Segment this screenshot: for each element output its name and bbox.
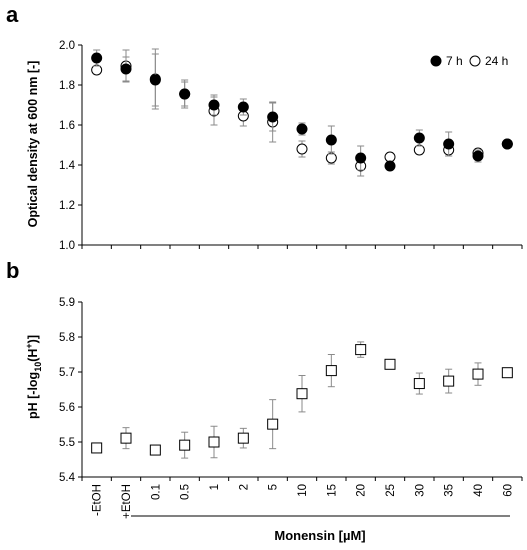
x-tick-label: 0.5 — [180, 484, 192, 500]
legend-label-7h: 7 h — [446, 54, 463, 68]
y-tick-label: 1.2 — [59, 200, 75, 212]
data-point-7h — [237, 101, 249, 113]
data-point-ph — [120, 432, 132, 444]
x-tick-label: 2 — [238, 484, 250, 490]
x-tick-label: -EtOH — [92, 484, 104, 516]
y-tick-label: 5.7 — [59, 367, 75, 379]
data-point-ph — [325, 365, 337, 377]
data-point-7h — [501, 138, 513, 150]
x-tick-label: 0.1 — [150, 484, 162, 500]
x-tick-label: 20 — [356, 484, 368, 497]
x-tick-label: 40 — [473, 484, 485, 497]
x-tick-label: 35 — [444, 484, 456, 497]
y-tick-label: 5.4 — [59, 472, 76, 484]
legend-marker-24h — [469, 55, 481, 67]
panel-a-letter: a — [6, 2, 19, 27]
data-point-ph — [267, 418, 279, 430]
data-point-ph — [91, 442, 103, 454]
category-axis: -EtOH +EtOH 0.1 0.5 1 2 5 10 15 20 25 30 35 40 60 — [92, 484, 515, 519]
y-tick-label: 2.0 — [59, 40, 75, 52]
y-tick-label: 5.8 — [59, 332, 75, 344]
data-point-7h — [91, 52, 103, 64]
y-axis-label-a: Optical density at 600 nm [-] — [26, 61, 40, 228]
data-point-ph — [355, 344, 367, 356]
data-point-ph — [443, 375, 455, 387]
x-tick-label: 30 — [414, 484, 426, 497]
y-tick-label: 5.5 — [59, 437, 75, 449]
data-point-ph — [179, 439, 191, 451]
x-tick-label: +EtOH — [121, 484, 133, 519]
y-tick-label: 1.0 — [59, 240, 75, 252]
y-tick-label: 1.8 — [59, 80, 75, 92]
data-point-7h — [355, 152, 367, 164]
legend-marker-7h — [430, 55, 442, 67]
data-point-ph — [237, 432, 249, 444]
x-tick-label: 15 — [326, 484, 338, 497]
chart-b: 5.4 5.5 5.6 5.7 5.8 5.9 — [59, 297, 523, 484]
data-point-7h — [472, 150, 484, 162]
y-tick-label: 5.9 — [59, 297, 75, 309]
x-tick-label: 25 — [385, 484, 397, 497]
y-axis-label-b: pH [-log10(H+)] — [24, 335, 43, 419]
data-point-7h — [296, 123, 308, 135]
data-point-7h — [443, 138, 455, 150]
x-axis-label: Monensin [µM] — [274, 528, 365, 543]
data-point-7h — [267, 111, 279, 123]
data-point-ph — [472, 368, 484, 380]
data-point-ph — [384, 358, 396, 370]
data-point-ph — [208, 436, 220, 448]
data-point-7h — [179, 88, 191, 100]
data-point-ph — [413, 378, 425, 390]
x-tick-label: 1 — [209, 484, 221, 490]
data-point-7h — [208, 99, 220, 111]
data-point-7h — [149, 74, 161, 86]
x-tick-label: 10 — [297, 484, 309, 497]
data-point-ph — [149, 444, 161, 456]
y-tick-label: 5.6 — [59, 402, 75, 414]
data-point-7h — [384, 160, 396, 172]
x-tick-label: 5 — [268, 484, 280, 490]
x-tick-label: 60 — [502, 484, 514, 497]
data-point-7h — [120, 63, 132, 75]
data-point-24h — [296, 143, 308, 155]
y-tick-label: 1.4 — [59, 160, 76, 172]
data-point-ph — [296, 388, 308, 400]
data-point-7h — [325, 134, 337, 146]
data-point-7h — [413, 132, 425, 144]
panel-b-letter: b — [6, 258, 19, 283]
chart-a: 1.0 1.2 1.4 1.6 1.8 2.0 7 h 24 h — [59, 40, 523, 252]
legend-label-24h: 24 h — [485, 54, 508, 68]
data-point-ph — [501, 367, 513, 379]
y-tick-label: 1.6 — [59, 120, 75, 132]
legend: 7 h 24 h — [430, 54, 508, 68]
